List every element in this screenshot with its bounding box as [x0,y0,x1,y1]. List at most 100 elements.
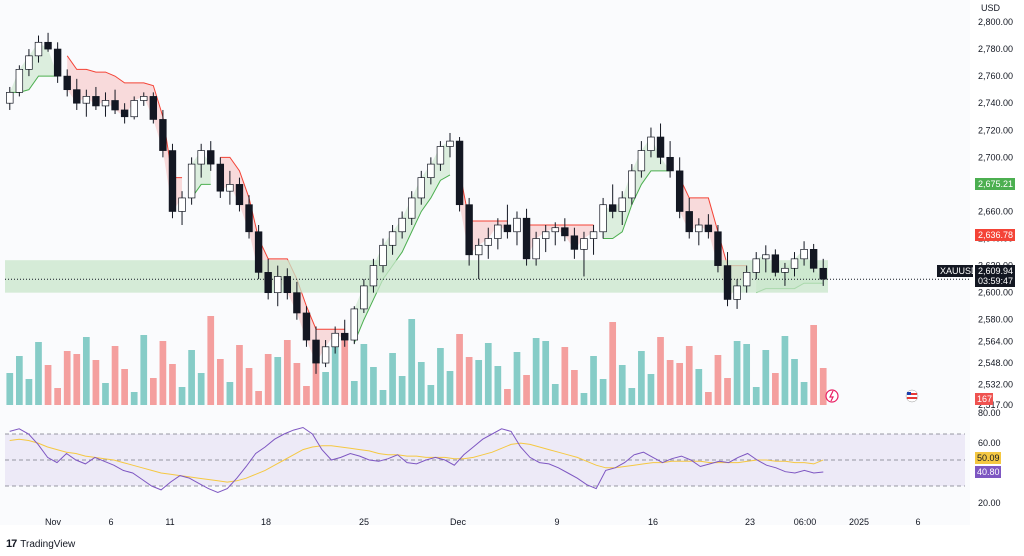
candle-body [675,170,684,212]
svg-text:167: 167 [977,394,992,404]
price-axis: 2,800.00 2,780.00 2,760.00 2,740.00 2,720.00… [978,17,1013,410]
candle-body [427,163,435,178]
candle-body [819,267,827,280]
candle-body [762,254,770,260]
volume-bar [389,353,396,405]
candle-body [408,197,416,219]
volume-bar [513,352,521,405]
footer: 17 TradingView [6,538,75,550]
candle-body [541,231,550,239]
candle-body [130,100,138,118]
lower-band-label: 2,636.78 [975,229,1015,241]
volume-bar [255,391,262,405]
volume-bar [370,367,377,405]
time-label: 9 [554,517,559,527]
volume-bar [676,363,684,405]
candle-body [666,156,674,172]
candle-body [742,272,751,287]
candle-body [503,224,512,233]
volume-bar [149,378,157,405]
price-tick: 2,720.00 [978,125,1013,135]
rsi-value-label: 40.80 [975,466,1001,478]
rsi-pane [5,426,965,494]
volume-bar [437,348,444,405]
volume-bar [283,340,291,405]
volume-bar [695,369,703,405]
candle-body [771,254,780,273]
volume-bar [685,346,693,405]
candle-body [178,197,186,212]
time-label: 06:00 [794,517,817,527]
volume-count-label: 167 [975,393,993,405]
time-label: 6 [108,517,113,527]
us-flag-icon[interactable] [905,389,919,403]
band-fill [603,137,671,239]
time-axis: Nov 6 11 18 25 Dec 9 16 23 06:00 2025 6 [45,517,921,527]
candle-body [168,150,177,212]
time-label: 16 [648,517,658,527]
candle-body [628,170,636,199]
volume-bar [714,355,722,405]
volume-bar [484,343,492,405]
rsi-ma-label: 50.09 [975,452,1001,464]
candle-body [714,231,722,266]
volume-bar [733,341,741,405]
lightning-icon[interactable] [825,389,839,403]
volume-bar [408,319,416,405]
svg-text:03:59:47: 03:59:47 [978,276,1013,286]
candle-body [264,272,272,294]
volume-bar [532,338,540,405]
candle-body [302,312,311,341]
volume-bar [44,365,52,405]
svg-text:2,609.94: 2,609.94 [978,266,1013,276]
volume-bar [427,385,435,405]
candle-body [293,292,301,314]
volume-bar [618,365,626,405]
volume-bar [350,381,358,405]
volume-bar [609,322,617,405]
candle-body [73,89,81,104]
volume-bar [216,359,224,405]
volume-bar [178,387,186,405]
volume-bar [647,374,655,405]
volume-bar [465,357,473,405]
time-label: 2025 [849,517,869,527]
volume-bar [417,362,425,405]
support-zone [5,260,828,293]
volume-bar [800,382,808,405]
candle-body [369,265,378,287]
candle-body [647,136,655,151]
candle-body [570,235,579,250]
candle-body [695,224,703,233]
candle-body [551,227,559,233]
band-fill [526,225,594,259]
rsi-tick-80: 80.00 [978,408,1001,418]
volume-bar [810,325,817,405]
candle-body [140,96,148,101]
volume-bar [25,379,33,405]
volume-bar [551,384,559,405]
candle-body [561,227,569,237]
candle-body [63,75,71,91]
candles [6,32,827,374]
price-tick: 2,580.00 [978,315,1013,325]
volume-bar [207,316,215,405]
candle-body [455,140,464,206]
volume-bar [705,392,712,405]
candle-body [187,163,196,199]
currency-label: USD [981,3,1001,13]
candle-body [331,332,339,348]
candle-body [101,100,110,107]
volume-bar [92,360,100,405]
volume-bar [82,337,90,405]
candle-body [685,211,693,233]
volume-bar [580,393,588,405]
volume-bar [762,350,770,405]
candle-body [608,204,617,212]
time-label: 23 [745,517,755,527]
price-tick: 2,760.00 [978,71,1013,81]
volume-bar [379,390,387,405]
volume-bar [121,369,128,405]
candle-body [800,249,808,260]
